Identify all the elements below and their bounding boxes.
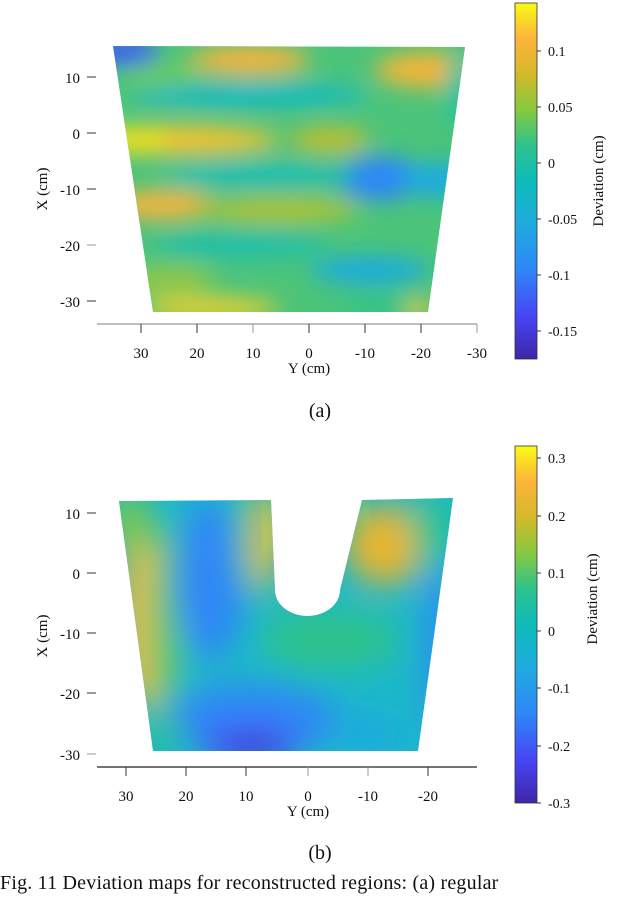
x-tick-label: 10 [239,789,254,805]
colorbar-tick-label: 0 [548,625,555,640]
x-tick-label: -10 [358,789,378,805]
y-tick-label: -20 [60,239,80,255]
y-tick-label: -10 [60,183,80,199]
colorbar-tick-label: 0.3 [548,452,566,467]
panel-a-x-axis: 30 20 10 0 -10 -20 -30 Y (cm) [97,323,487,377]
x-tick-label: 10 [246,346,261,362]
y-tick-label: 0 [73,567,81,583]
colorbar-tick-label: -0.2 [548,740,570,755]
colorbar-tick-label: -0.1 [548,682,570,697]
panel-a-label: (a) [308,400,332,422]
panel-a-heatmap [113,46,465,312]
panel-b-label: (b) [308,842,332,864]
y-tick-label: 10 [65,71,80,87]
y-tick-label: 0 [73,127,81,143]
panel-b-heatmap [119,498,453,751]
x-tick-label: -20 [411,346,431,362]
colorbar-tick-label: -0.1 [548,269,570,284]
y-tick-label: -30 [60,748,80,764]
panel-a-colorbar: 0.1 0.05 0 -0.05 -0.1 -0.15 Deviation (c… [514,2,607,360]
colorbar-tick-label: -0.3 [548,797,570,812]
colorbar-label: Deviation (cm) [585,553,601,644]
colorbar-tick-label: 0.05 [548,101,573,116]
x-tick-label: 20 [190,346,205,362]
colorbar-tick-label: 0.1 [548,567,566,582]
x-tick-label: 30 [119,789,134,805]
y-axis-label: X (cm) [35,168,51,211]
y-tick-label: 10 [65,507,80,523]
y-tick-label: -30 [60,295,80,311]
y-tick-label: -10 [60,627,80,643]
panel-b-y-axis: 10 0 -10 -20 -30 X (cm) [35,507,96,764]
y-axis-label: X (cm) [35,615,51,658]
y-tick-label: -20 [60,687,80,703]
x-tick-label: -30 [467,346,487,362]
x-axis-label: Y (cm) [287,804,329,820]
colorbar-label: Deviation (cm) [591,135,607,226]
colorbar-tick-label: 0.1 [548,45,566,60]
colorbar-tick-label: -0.15 [548,325,577,340]
panel-a-y-axis: 10 0 -10 -20 -30 X (cm) [35,71,96,311]
x-tick-label: -20 [418,789,438,805]
figure-caption: Fig. 11 Deviation maps for reconstructed… [0,872,499,894]
x-tick-label: 20 [179,789,194,805]
x-tick-label: 0 [304,789,312,805]
colorbar-tick-label: 0 [548,157,555,172]
x-tick-label: -10 [355,346,375,362]
x-axis-label: Y (cm) [288,361,330,377]
x-tick-label: 30 [134,346,149,362]
colorbar-tick-label: 0.2 [548,510,566,525]
panel-b-colorbar: 0.3 0.2 0.1 0 -0.1 -0.2 -0.3 Deviation (… [514,445,601,812]
colorbar-tick-label: -0.05 [548,213,577,228]
panel-b-x-axis: 30 20 10 0 -10 -20 Y (cm) [97,766,477,820]
x-tick-label: 0 [305,346,313,362]
